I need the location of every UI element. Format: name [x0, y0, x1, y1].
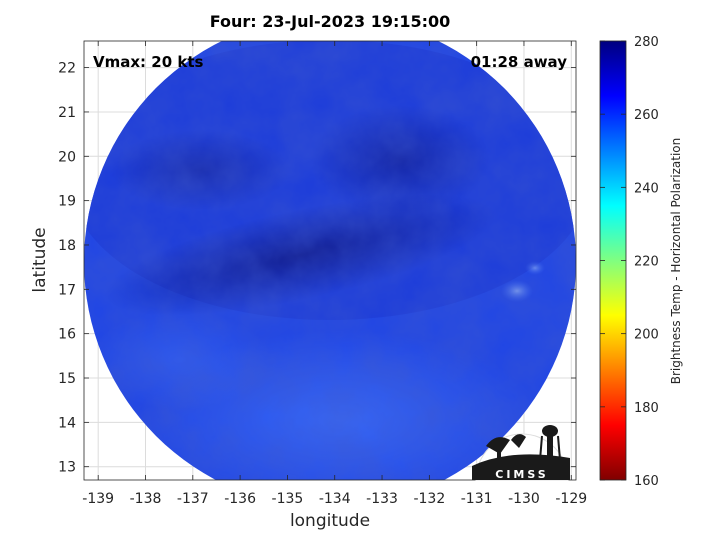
swath-image	[84, 41, 576, 480]
y-tick-label: 17	[58, 282, 76, 298]
x-tick-label: -138	[130, 491, 162, 507]
x-tick-label: -131	[461, 491, 493, 507]
cimss-logo: CIMSS	[472, 425, 570, 481]
y-tick-label: 15	[58, 371, 76, 387]
axes-frame	[83, 40, 577, 481]
colorbar-tick-label: 260	[634, 108, 659, 123]
y-axis-ticks: 13 14 15 16 17 18 19 20 21 22	[58, 61, 576, 476]
x-axis-label: longitude	[289, 511, 371, 531]
x-tick-label: -134	[319, 491, 351, 507]
colorbar-tick-label: 180	[634, 401, 659, 416]
x-tick-label: -133	[366, 491, 398, 507]
y-tick-label: 22	[58, 61, 76, 77]
colorbar-tick-label: 280	[634, 35, 659, 50]
x-axis-ticks: -139 -138 -137 -136 -135 -134 -133 -132 -131 -130…	[82, 41, 587, 507]
x-tick-label: -135	[272, 491, 304, 507]
y-tick-label: 19	[58, 194, 76, 210]
colorbar-tick-label: 220	[634, 255, 659, 270]
y-tick-label: 16	[58, 327, 76, 343]
x-tick-label: -129	[555, 491, 587, 507]
vmax-annotation: Vmax: 20 kts	[93, 53, 204, 71]
x-tick-label: -132	[413, 491, 445, 507]
y-axis-label: latitude	[30, 227, 50, 293]
y-tick-label: 13	[58, 460, 76, 476]
colorbar-ticks: 160 180 200 220 240 260 280	[600, 35, 659, 489]
y-tick-label: 18	[58, 238, 76, 254]
y-tick-label: 14	[58, 415, 76, 431]
colorbar-tick-label: 240	[634, 181, 659, 196]
x-tick-label: -137	[177, 491, 209, 507]
y-tick-label: 21	[58, 105, 76, 121]
colorbar-tick-label: 160	[634, 474, 659, 489]
time-away-annotation: 01:28 away	[470, 53, 567, 71]
chart-title: Four: 23-Jul-2023 19:15:00	[209, 12, 451, 31]
colorbar-label: Brightness Temp - Horizontal Polarizatio…	[669, 137, 683, 385]
logo-text: CIMSS	[495, 468, 548, 481]
y-tick-label: 20	[58, 149, 76, 165]
x-tick-label: -139	[82, 491, 114, 507]
x-tick-label: -136	[224, 491, 256, 507]
x-tick-label: -130	[508, 491, 540, 507]
colorbar-tick-label: 200	[634, 328, 659, 343]
